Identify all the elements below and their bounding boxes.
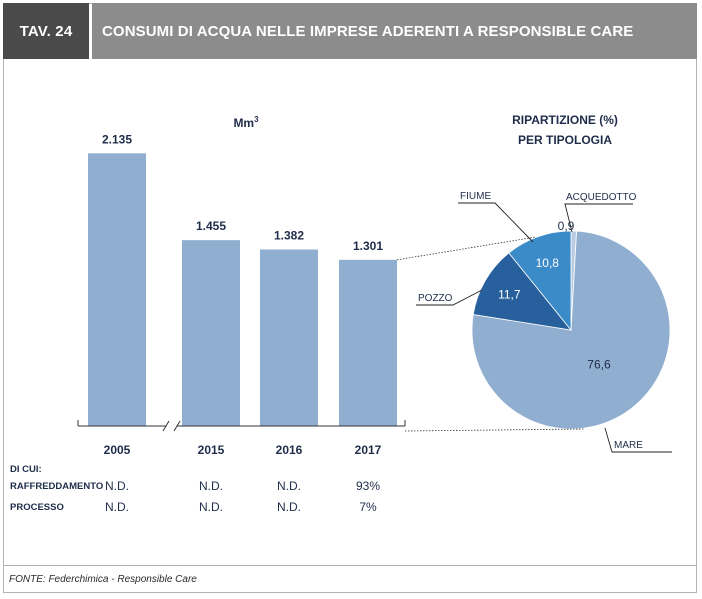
x-tick-label: 2016: [276, 443, 303, 457]
pie-chart: RIPARTIZIONE (%) PER TIPOLOGIA 76,6 11,7 10,…: [396, 113, 672, 453]
table-cell: N.D.: [199, 479, 223, 493]
bar-pie-connector: [404, 428, 585, 432]
axis-break-mark: [162, 420, 170, 432]
pie-title: PER TIPOLOGIA: [518, 133, 612, 147]
callout-line: [458, 202, 534, 243]
pie-value-label: 10,8: [536, 256, 560, 270]
bar-2016: [260, 249, 318, 426]
bar-chart: Mm3 2.135 2005 1.455 2015 1.382 2016 1.301 2017: [77, 115, 406, 457]
bar-2017: [339, 259, 397, 426]
pie-category-label: MARE: [614, 440, 643, 451]
pie-value-label: 11,7: [498, 287, 521, 301]
bar-value-label: 2.135: [102, 132, 132, 146]
bar-2015: [182, 240, 240, 426]
table-cell: 93%: [356, 479, 380, 493]
pie-category-label: FIUME: [460, 191, 491, 202]
page-title: CONSUMI DI ACQUA NELLE IMPRESE ADERENTI …: [92, 3, 697, 59]
table-cell: N.D.: [277, 479, 301, 493]
footer-divider: [4, 565, 696, 566]
table-row-label: RAFFREDDAMENTO: [10, 481, 103, 492]
table-cell: N.D.: [277, 500, 301, 514]
header-bar: TAV. 24 CONSUMI DI ACQUA NELLE IMPRESE A…: [3, 3, 697, 59]
x-tick-label: 2017: [355, 443, 382, 457]
bar-value-label: 1.301: [353, 239, 383, 253]
bar-value-label: 1.455: [196, 219, 226, 233]
pie-value-label: 0,9: [558, 219, 575, 233]
callout-line: [604, 427, 672, 453]
table-cell: N.D.: [105, 479, 129, 493]
callout-line: [416, 289, 483, 306]
table-header: DI CUI:: [10, 464, 42, 475]
table-number-tag: TAV. 24: [3, 3, 89, 59]
pie-slice-fiume: [508, 230, 572, 332]
x-tick-label: 2015: [198, 443, 225, 457]
bar-pie-connector: [396, 236, 537, 261]
breakdown-table: DI CUI:RAFFREDDAMENTO N.D. N.D. N.D. 93%PROC…: [10, 464, 380, 514]
table-row-label: PROCESSO: [10, 502, 64, 513]
pie-title: RIPARTIZIONE (%): [512, 113, 618, 127]
unit-label: Mm3: [233, 115, 259, 130]
pie-category-label: POZZO: [418, 293, 453, 304]
table-cell: 7%: [359, 500, 377, 514]
bar-2005: [88, 153, 146, 426]
axis-break-mark: [173, 420, 181, 432]
callout-line: [564, 203, 633, 233]
x-tick-label: 2005: [104, 443, 131, 457]
pie-slice-pozzo: [472, 252, 572, 331]
source-note: FONTE: Federchimica - Responsible Care: [9, 574, 197, 585]
table-cell: N.D.: [105, 500, 129, 514]
pie-category-label: ACQUEDOTTO: [566, 192, 637, 203]
pie-value-label: 76,6: [587, 358, 611, 372]
bar-value-label: 1.382: [274, 228, 304, 242]
table-cell: N.D.: [199, 500, 223, 514]
